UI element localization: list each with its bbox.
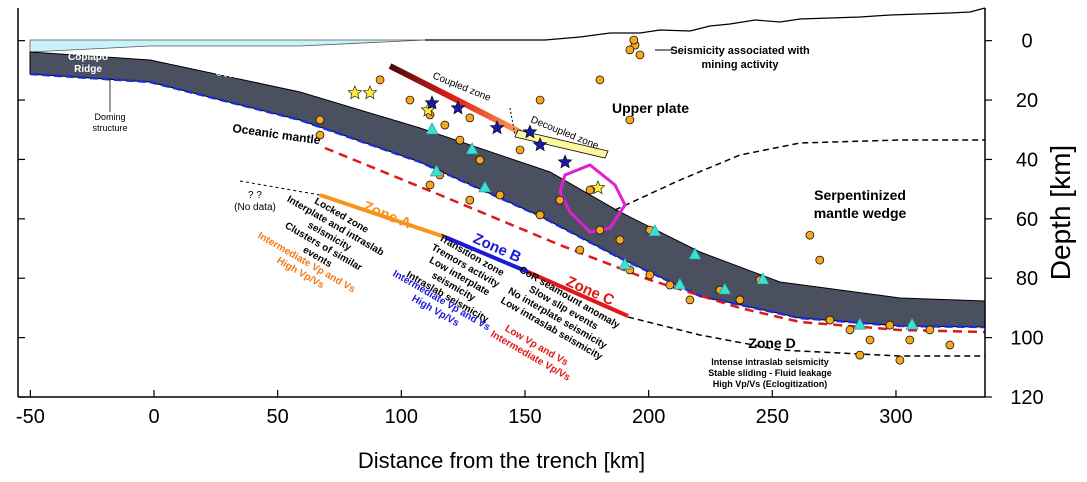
seismic-event [846, 326, 854, 334]
annotation-text: Doming [94, 112, 125, 122]
seismic-event [456, 136, 464, 144]
seismic-event [596, 76, 604, 84]
y-tick-label: 40 [1016, 149, 1038, 171]
seismic-event [576, 246, 584, 254]
annotation-text: Seismicity associated with [670, 45, 810, 57]
seismic-event [596, 226, 604, 234]
seismic-event [666, 281, 674, 289]
annotation-text: ? ? [248, 190, 262, 201]
x-tick-label: 200 [632, 406, 665, 428]
seismic-event [826, 316, 834, 324]
y-tick-label: 120 [1010, 387, 1043, 409]
y-tick-label: 20 [1016, 90, 1038, 112]
annotation-text: Ridge [74, 64, 102, 75]
seismic-event [626, 116, 634, 124]
annotation-text: structure [92, 123, 127, 133]
seismic-event [426, 181, 434, 189]
seismic-event [886, 321, 894, 329]
annotation: Oceanic mantle [232, 121, 322, 147]
y-tick-label: 80 [1016, 268, 1038, 290]
seismic-event [636, 51, 644, 59]
annotation: Upper plate [612, 100, 689, 116]
seismic-event [816, 256, 824, 264]
seismic-event [441, 121, 449, 129]
topography [425, 8, 985, 40]
seismic-event [646, 271, 654, 279]
seismic-event [856, 351, 864, 359]
x-axis-label: Distance from the trench [km] [358, 448, 645, 473]
annotation-text: (No data) [234, 202, 276, 213]
annotation: Coupled zone [431, 71, 493, 104]
y-tick-label: 100 [1010, 328, 1043, 350]
annotation-text: Oceanic mantle [232, 121, 322, 147]
seismic-event [896, 356, 904, 364]
chart: -50 0 50 100 150 200 250 300 0 20 40 60 80 100 120 Dist… [0, 0, 1087, 477]
seismic-event [476, 156, 484, 164]
seismic-event [406, 96, 414, 104]
seismic-event [626, 46, 634, 54]
seismic-event [686, 296, 694, 304]
seismic-event [946, 341, 954, 349]
x-tick-label: 50 [267, 406, 289, 428]
y-axis-label: Depth [km] [1045, 145, 1076, 280]
seismic-event [906, 336, 914, 344]
y-tick-label: 0 [1021, 31, 1032, 53]
x-tick-label: 150 [508, 406, 541, 428]
annotation: ? ?(No data) [234, 190, 276, 213]
seismic-event [466, 196, 474, 204]
seismic-event [806, 231, 814, 239]
x-tick-label: -50 [16, 406, 45, 428]
seismic-event [466, 114, 474, 122]
ocean [30, 40, 425, 52]
star-marker [348, 86, 361, 99]
seismic-event [516, 146, 524, 154]
annotation: Serpentinized mantle wedge [814, 187, 907, 221]
star-marker [558, 155, 571, 168]
wedge-dash [615, 140, 985, 210]
x-tick-label: 250 [756, 406, 789, 428]
annotation-text: Copiapó [68, 52, 108, 63]
seismic-event [630, 36, 638, 44]
seismic-event [736, 296, 744, 304]
seismic-event [536, 211, 544, 219]
annotation-text: Serpentinized [814, 187, 906, 203]
seismic-event [556, 196, 564, 204]
tremor-marker [426, 123, 438, 134]
annotation-text: Stable sliding - Fluid leakage [708, 368, 832, 378]
annotation-text: Zone D [748, 335, 795, 351]
annotation-text: Coupled zone [431, 71, 493, 104]
annotation: Seismicity associated with mining activit… [670, 45, 810, 71]
seismic-event [926, 326, 934, 334]
annotation-text: mantle wedge [814, 205, 907, 221]
seismic-event [316, 116, 324, 124]
star-marker [363, 86, 376, 99]
seismic-event [496, 191, 504, 199]
seismic-event [866, 336, 874, 344]
seismic-event [376, 76, 384, 84]
annotation: Zone D [748, 335, 795, 351]
x-tick-label: 0 [148, 406, 159, 428]
annotation-text: High Vp/Vs (Eclogitization) [713, 379, 828, 389]
x-tick-label: 300 [879, 406, 912, 428]
seismic-event [536, 96, 544, 104]
seismic-event [616, 236, 624, 244]
x-tick-label: 100 [385, 406, 418, 428]
y-tick-label: 60 [1016, 209, 1038, 231]
annotation-text: Intense intraslab seismicity [711, 357, 829, 367]
annotation-text: mining activity [701, 59, 779, 71]
annotation-text: Upper plate [612, 100, 689, 116]
